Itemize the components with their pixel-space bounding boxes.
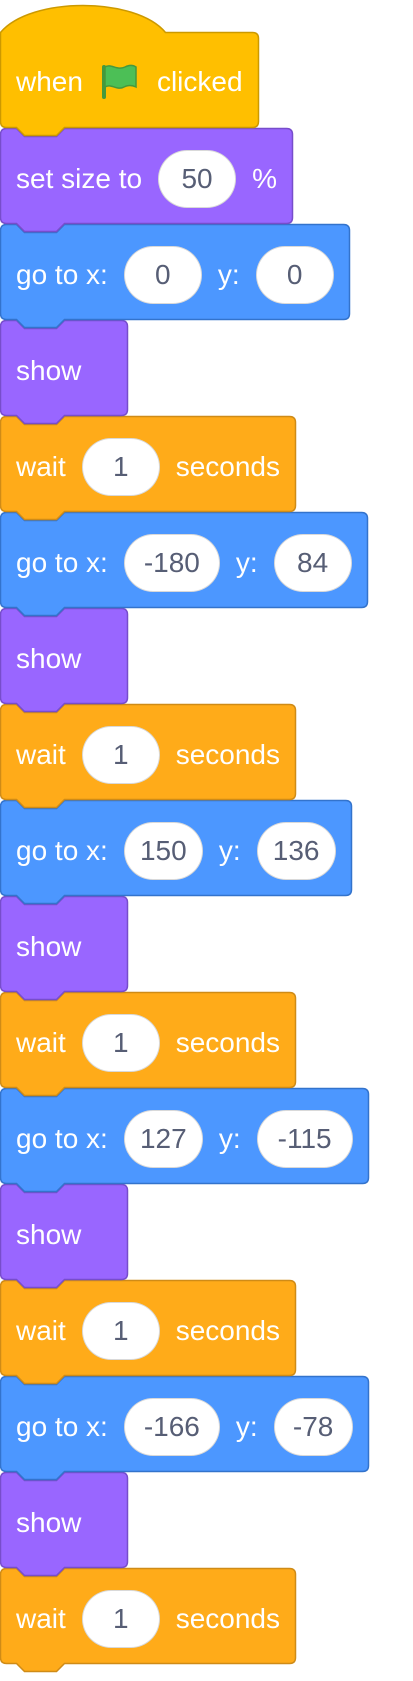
x-input[interactable]: 127 [123,1110,203,1168]
y-input[interactable]: 136 [256,822,336,880]
show-block[interactable]: show [0,895,129,1001]
block-label-clicked: clicked [156,66,243,97]
block-label-go-to-x: go to x: [16,1123,108,1154]
block-label-seconds: seconds [175,451,280,482]
when-flag-clicked-block[interactable]: when clicked [0,0,260,137]
block-shape [0,1183,129,1289]
block-shape [0,895,129,1001]
x-input[interactable]: 0 [123,246,202,304]
block-label-go-to-x: go to x: [16,1411,108,1442]
go-to-xy-block[interactable]: go to x: -166 y: -78 [0,1375,370,1481]
block-label-y: y: [218,1123,241,1154]
go-to-xy-block[interactable]: go to x: 150 y: 136 [0,799,353,905]
show-block[interactable]: show [0,607,129,713]
block-label-go-to-x: go to x: [16,835,108,866]
block-label-show: show [16,355,82,386]
y-input[interactable]: -115 [256,1110,353,1168]
green-flag-icon [99,63,139,101]
block-shape [0,607,129,713]
block-label-go-to-x: go to x: [16,259,108,290]
go-to-xy-block[interactable]: go to x: 0 y: 0 [0,223,351,329]
x-input[interactable]: -166 [123,1398,220,1456]
seconds-input[interactable]: 1 [81,438,160,496]
go-to-xy-block[interactable]: go to x: -180 y: 84 [0,511,369,617]
block-label-wait: wait [16,1027,66,1058]
go-to-xy-block[interactable]: go to x: 127 y: -115 [0,1087,370,1193]
block-label-seconds: seconds [175,1315,280,1346]
y-input[interactable]: -78 [273,1398,353,1456]
y-input[interactable]: 84 [273,534,352,592]
show-block[interactable]: show [0,319,129,425]
block-label-wait: wait [16,739,66,770]
block-label-show: show [16,1219,82,1250]
block-label-y: y: [235,1411,258,1442]
wait-block[interactable]: wait 1 seconds [0,415,297,521]
show-block[interactable]: show [0,1471,129,1577]
x-input[interactable]: 150 [123,822,203,880]
show-block[interactable]: show [0,1183,129,1289]
wait-block[interactable]: wait 1 seconds [0,1567,297,1673]
block-label-set-size-to: set size to [16,163,143,194]
size-input[interactable]: 50 [158,150,237,208]
seconds-input[interactable]: 1 [81,726,160,784]
block-label-when: when [16,66,83,97]
block-label-wait: wait [16,1603,66,1634]
block-shape [0,319,129,425]
block-label-show: show [16,931,82,962]
block-label-wait: wait [16,1315,66,1346]
block-label-show: show [16,643,82,674]
wait-block[interactable]: wait 1 seconds [0,991,297,1097]
block-label-seconds: seconds [175,739,280,770]
block-shape [0,1471,129,1577]
block-label-seconds: seconds [175,1603,280,1634]
set-size-block[interactable]: set size to 50% [0,127,294,233]
block-label-: % [252,163,277,194]
block-label-y: y: [217,259,240,290]
block-label-show: show [16,1507,82,1538]
seconds-input[interactable]: 1 [81,1014,160,1072]
block-label-go-to-x: go to x: [16,547,108,578]
block-label-seconds: seconds [175,1027,280,1058]
seconds-input[interactable]: 1 [81,1590,160,1648]
seconds-input[interactable]: 1 [81,1302,160,1360]
block-label-y: y: [235,547,258,578]
x-input[interactable]: -180 [123,534,220,592]
block-label-wait: wait [16,451,66,482]
wait-block[interactable]: wait 1 seconds [0,1279,297,1385]
y-input[interactable]: 0 [255,246,334,304]
wait-block[interactable]: wait 1 seconds [0,703,297,809]
block-label-y: y: [218,835,241,866]
